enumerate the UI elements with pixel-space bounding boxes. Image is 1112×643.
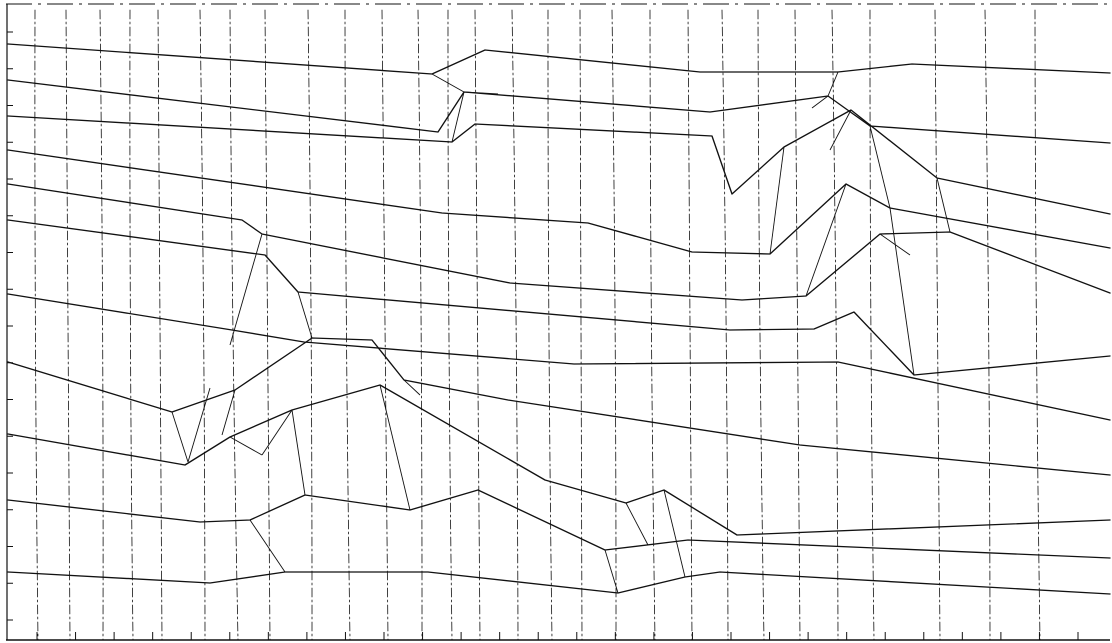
cell-edge (431, 73, 465, 93)
grid-line-vertical (579, 9, 583, 641)
layer-line (7, 109, 1111, 215)
cell-edge (936, 177, 951, 233)
layer-line (7, 384, 1111, 536)
cell-edge (604, 549, 619, 594)
grid-line-vertical (129, 9, 134, 641)
grid-line-vertical (687, 9, 693, 641)
grid-line-vertical (649, 9, 656, 641)
grid-line-vertical (934, 9, 941, 641)
cell-edge (297, 291, 313, 339)
grid-line-vertical (307, 9, 313, 641)
grid-line-vertical (344, 9, 351, 641)
grid-line-vertical (447, 9, 453, 641)
grid-line-vertical (547, 9, 553, 641)
layer-line (7, 149, 1111, 255)
bottom-edge-ticks (36, 632, 1079, 640)
layer-line (7, 79, 1111, 144)
cell-edge (769, 146, 785, 255)
layer-line (7, 293, 1111, 421)
grid-line-vertical (511, 9, 519, 641)
vertical-grid-lines (34, 9, 1041, 641)
cell-edge (379, 384, 411, 511)
grid-line-vertical (157, 9, 163, 641)
grid-line-vertical (1034, 9, 1041, 641)
cell-edge (249, 519, 286, 573)
layer-line (7, 219, 1111, 376)
cell-edge (829, 109, 852, 151)
grid-line-vertical (869, 9, 875, 641)
grid-line-vertical (99, 9, 104, 641)
cell-edge (451, 91, 465, 143)
grid-line-vertical (757, 9, 765, 641)
grid-line-vertical (474, 9, 481, 641)
grid-line-vertical (381, 9, 389, 641)
cell-edge (879, 233, 911, 256)
cell-edge (171, 411, 189, 463)
left-edge-ticks (7, 31, 13, 621)
distorted-cell-edges (171, 71, 951, 594)
cell-edge (229, 233, 263, 346)
layer-line (7, 183, 1111, 301)
mesh-frame (6, 3, 1110, 641)
layer-line (7, 571, 1111, 595)
cell-edge (291, 409, 306, 496)
grid-line-vertical (721, 9, 729, 641)
cell-edge (827, 71, 839, 97)
grid-line-vertical (611, 9, 617, 641)
layer-line (7, 43, 1111, 75)
layer-lines (7, 43, 1111, 595)
cell-edge (869, 125, 891, 209)
cell-edge (625, 502, 649, 546)
cell-edge (261, 409, 293, 456)
cell-edge (229, 436, 263, 456)
grid-line-vertical (831, 9, 839, 641)
cell-edge (663, 489, 686, 578)
cell-edge (889, 207, 915, 376)
grid-line-vertical (65, 9, 71, 641)
grid-line-vertical (264, 9, 271, 641)
grid-line-vertical (984, 9, 991, 641)
cell-edge (811, 95, 829, 109)
layer-line (7, 337, 1111, 476)
grid-line-vertical (229, 9, 239, 641)
grid-line-vertical (794, 9, 801, 641)
layer-line (7, 489, 1111, 559)
cell-edge (805, 183, 847, 297)
cell-edge (221, 389, 236, 436)
grid-line-vertical (417, 9, 423, 641)
cell-edge (403, 379, 421, 396)
grid-line-vertical (34, 9, 39, 641)
